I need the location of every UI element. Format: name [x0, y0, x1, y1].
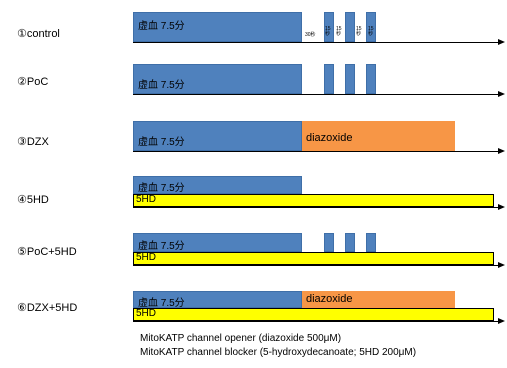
reperfusion-pulse [345, 233, 355, 252]
ischemia-bar: 虚血 7.5分 [133, 64, 302, 94]
arrow-head-icon [498, 39, 505, 45]
reperfusion-pulse [324, 233, 334, 252]
reperfusion-pulse [345, 64, 355, 94]
reperfusion-pulse [366, 64, 376, 94]
arrow-head-icon [498, 148, 505, 154]
caption-blocker: MitoKATP channel blocker (5-hydroxydecan… [140, 347, 417, 358]
reperfusion-pulse [324, 12, 334, 42]
protocol-label: ②PoC [17, 76, 49, 88]
ischemia-label: 虚血 7.5分 [138, 298, 185, 309]
ischemia-bar: 虚血 7.5分 [133, 12, 302, 42]
ischemia-label: 虚血 7.5分 [138, 80, 185, 91]
time-axis [133, 42, 501, 43]
diazoxide-label: diazoxide [306, 132, 353, 144]
duration-label: 30秒 [305, 32, 316, 38]
reperfusion-pulse [366, 233, 376, 252]
time-axis [133, 207, 501, 208]
time-axis [133, 94, 501, 95]
caption-opener: MitoKATP channel opener (diazoxide 500μM… [140, 333, 342, 344]
arrow-head-icon [498, 262, 505, 268]
arrow-head-icon [498, 318, 505, 324]
5hd-label: 5HD [136, 308, 157, 319]
protocol-label: ④5HD [17, 194, 49, 206]
reperfusion-pulse [366, 12, 376, 42]
ischemia-label: 虚血 7.5分 [138, 137, 185, 148]
protocol-label: ③DZX [17, 136, 49, 148]
ischemia-bar: 虚血 7.5分 [133, 233, 302, 252]
diazoxide-bar: diazoxide [302, 291, 455, 308]
ischemia-bar: 虚血 7.5分 [133, 291, 302, 309]
duration-label: 15秒 [368, 26, 374, 37]
diazoxide-label: diazoxide [306, 293, 353, 305]
time-axis [133, 265, 501, 266]
5hd-bar: 5HD [133, 252, 494, 265]
ischemia-label: 虚血 7.5分 [138, 183, 185, 194]
protocol-label: ⑤PoC+5HD [17, 246, 77, 258]
protocol-label: ⑥DZX+5HD [17, 302, 78, 314]
ischemia-bar: 虚血 7.5分 [133, 176, 302, 194]
duration-label: 15秒 [356, 26, 362, 37]
time-axis [133, 321, 501, 322]
arrow-head-icon [498, 91, 505, 97]
reperfusion-pulse [324, 64, 334, 94]
protocol-label: ①control [17, 28, 60, 40]
ischemia-label: 虚血 7.5分 [138, 21, 185, 32]
reperfusion-pulse [345, 12, 355, 42]
time-axis [133, 151, 501, 152]
5hd-bar: 5HD [133, 308, 494, 321]
arrow-head-icon [498, 204, 505, 210]
ischemia-label: 虚血 7.5分 [138, 241, 185, 252]
diazoxide-bar: diazoxide [302, 121, 455, 151]
duration-label: 15秒 [325, 26, 331, 37]
5hd-label: 5HD [136, 194, 157, 205]
ischemia-bar: 虚血 7.5分 [133, 121, 302, 151]
5hd-label: 5HD [136, 252, 157, 263]
duration-label: 15秒 [336, 26, 342, 37]
5hd-bar: 5HD [133, 194, 494, 207]
